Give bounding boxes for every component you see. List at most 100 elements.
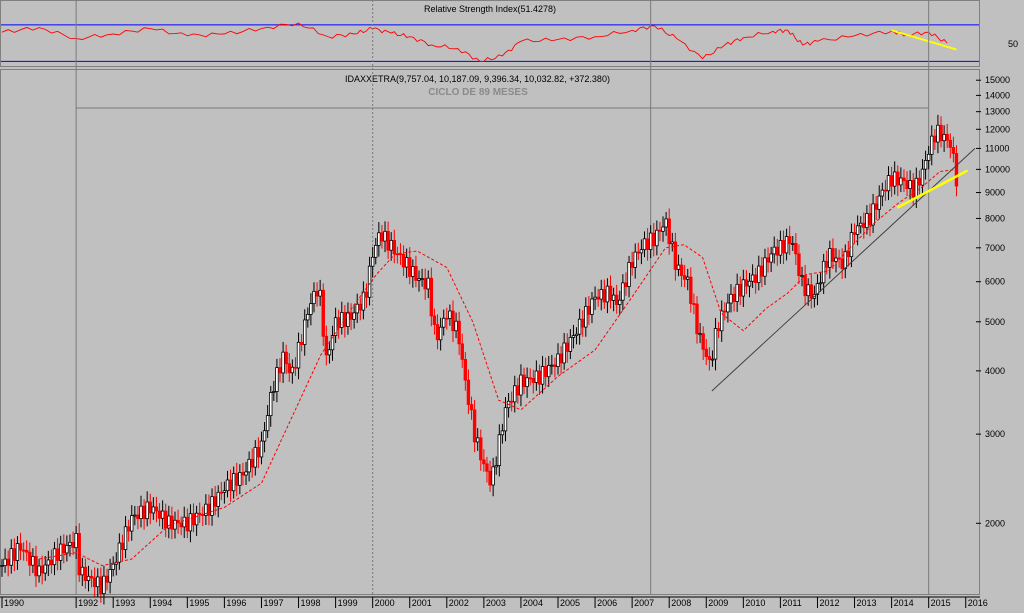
candle-body (142, 505, 146, 520)
price-candle (747, 272, 752, 298)
x-tick-label: 2004 (523, 598, 543, 608)
candle-body (846, 250, 851, 258)
x-tick-label: 2009 (708, 598, 728, 608)
cycle-label: CICLO DE 89 MESES (428, 87, 528, 98)
candle-body (923, 160, 928, 170)
candle-body (364, 291, 369, 298)
candle-body (886, 175, 891, 192)
price-candle (525, 367, 529, 398)
price-candle (65, 535, 69, 562)
price-candle (791, 236, 795, 251)
x-tick-label: 1999 (338, 598, 358, 608)
candle-body (531, 378, 535, 383)
candle-body (642, 238, 647, 251)
price-candle (596, 288, 600, 307)
candle-body (25, 549, 29, 553)
price-candle (723, 302, 727, 321)
price-candle (516, 377, 520, 404)
candle-body (40, 565, 44, 574)
candle-body (738, 283, 742, 297)
candle-body (86, 575, 91, 581)
price-candle (732, 286, 736, 312)
price-candle (587, 295, 591, 325)
price-candle (272, 380, 276, 401)
candle-body (269, 392, 273, 417)
price-candle (148, 493, 152, 525)
price-candle (939, 116, 943, 148)
candle-body (457, 320, 461, 345)
candle-body (210, 496, 214, 516)
price-candle (568, 329, 573, 360)
x-tick-label: 1994 (152, 598, 172, 608)
candle-body (843, 250, 847, 269)
candle-body (664, 218, 668, 228)
price-candle (862, 212, 866, 239)
price-candle (880, 182, 885, 207)
candle-body (587, 306, 591, 315)
price-candle (231, 466, 236, 499)
price-candle (784, 228, 789, 261)
rsi-line (1, 22, 948, 62)
price-candle (726, 293, 730, 323)
y-tick-label: 9000 (985, 188, 1005, 198)
candle-body (892, 171, 897, 187)
price-candle (648, 225, 653, 259)
price-candle (154, 496, 159, 523)
price-candle (408, 247, 412, 285)
price-header: IDAXXETRA(9,757.04, 10,187.09, 9,396.34,… (345, 74, 610, 84)
candle-body (272, 391, 276, 393)
candle-body (571, 335, 576, 338)
candle-body (568, 336, 573, 352)
candle-body (9, 548, 13, 566)
price-candle (451, 300, 455, 343)
price-candle (778, 230, 783, 264)
candle-body (164, 510, 168, 529)
price-candle (787, 225, 792, 256)
candle-body (753, 274, 758, 283)
candle-body (3, 558, 7, 566)
candle-body (930, 135, 934, 155)
price-candle (466, 369, 471, 415)
candle-body (346, 312, 350, 327)
candle-body (225, 479, 230, 492)
price-candle (401, 245, 406, 276)
price-candle (383, 221, 387, 253)
candle-body (475, 437, 480, 443)
price-candle (188, 504, 193, 543)
price-candle (500, 423, 505, 444)
candle-body (404, 257, 409, 268)
price-candle (729, 284, 733, 313)
price-candle (46, 550, 51, 576)
price-candle (645, 228, 650, 261)
price-candle (352, 304, 356, 329)
price-candle (633, 243, 637, 279)
candle-body (179, 522, 183, 528)
price-candle (846, 240, 851, 267)
candle-body (479, 437, 483, 461)
price-candle (265, 405, 270, 438)
candle-body (154, 506, 159, 512)
rsi-divergence-line (891, 29, 957, 51)
price-candle (744, 270, 749, 295)
candle-body (590, 298, 594, 315)
candle-body (318, 289, 322, 297)
price-candle (448, 304, 452, 326)
price-candle (18, 532, 23, 561)
price-candle (559, 346, 563, 375)
price-candle (182, 506, 186, 539)
price-candle (228, 469, 233, 502)
candle-body (744, 279, 749, 287)
candle-body (219, 491, 224, 494)
price-candle (642, 231, 647, 258)
price-candle (809, 274, 813, 309)
price-candle (534, 360, 539, 391)
price-candle (303, 309, 307, 356)
candle-body (917, 177, 922, 186)
price-candle (367, 256, 372, 306)
candle-body (191, 513, 196, 526)
candle-body (840, 258, 844, 269)
candle-body (256, 447, 261, 458)
candle-body (231, 473, 236, 492)
price-candle (284, 344, 288, 375)
